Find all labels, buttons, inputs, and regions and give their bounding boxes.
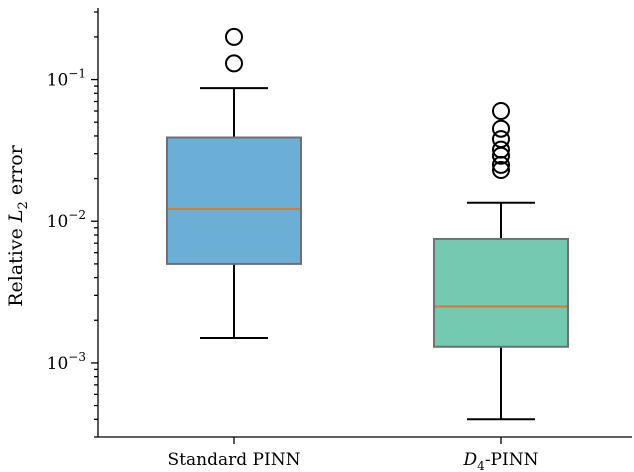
- y-axis-label: Relative L2 error: [5, 144, 31, 306]
- y-axis-label-sub: 2: [16, 201, 31, 209]
- y-tick-label: 10−2: [47, 208, 86, 232]
- x-axis: Standard PINN D4-PINN: [98, 436, 632, 472]
- outlier-point: [492, 160, 510, 179]
- box-iqr: [433, 237, 569, 348]
- outlier-point: [225, 27, 243, 46]
- y-tick-label: 10−1: [47, 67, 86, 91]
- y-tick-base: 10: [47, 71, 69, 91]
- y-tick-base: 10: [47, 354, 69, 374]
- y-tick-base: 10: [47, 212, 69, 232]
- box-group: [433, 101, 569, 421]
- y-tick-label: 10−3: [47, 350, 86, 374]
- x-tick-label-rest: Standard PINN: [168, 450, 301, 470]
- y-axis-label-main: Relative: [5, 222, 27, 307]
- outlier-point: [492, 130, 510, 149]
- outlier-point: [492, 101, 510, 120]
- y-tick-exponent: −3: [68, 350, 86, 364]
- box-group: [166, 27, 302, 339]
- x-tick-label: D4-PINN: [463, 450, 539, 472]
- y-tick-exponent: −1: [68, 67, 86, 81]
- outlier-point: [492, 140, 510, 159]
- plot-area: [166, 27, 569, 421]
- x-tick-label-rest: -PINN: [485, 450, 539, 470]
- y-axis-label-var: L: [5, 209, 27, 223]
- y-axis-label-rest: error: [5, 144, 27, 201]
- outlier-point: [492, 119, 510, 138]
- box-iqr: [166, 136, 302, 265]
- outlier-point: [225, 54, 243, 73]
- x-tick-label-var: D: [463, 450, 478, 470]
- x-tick-label: Standard PINN: [168, 450, 301, 470]
- y-axis: 10−310−210−1: [47, 8, 99, 438]
- x-tick-label-sub: 4: [477, 459, 485, 472]
- y-tick-exponent: −2: [68, 208, 86, 222]
